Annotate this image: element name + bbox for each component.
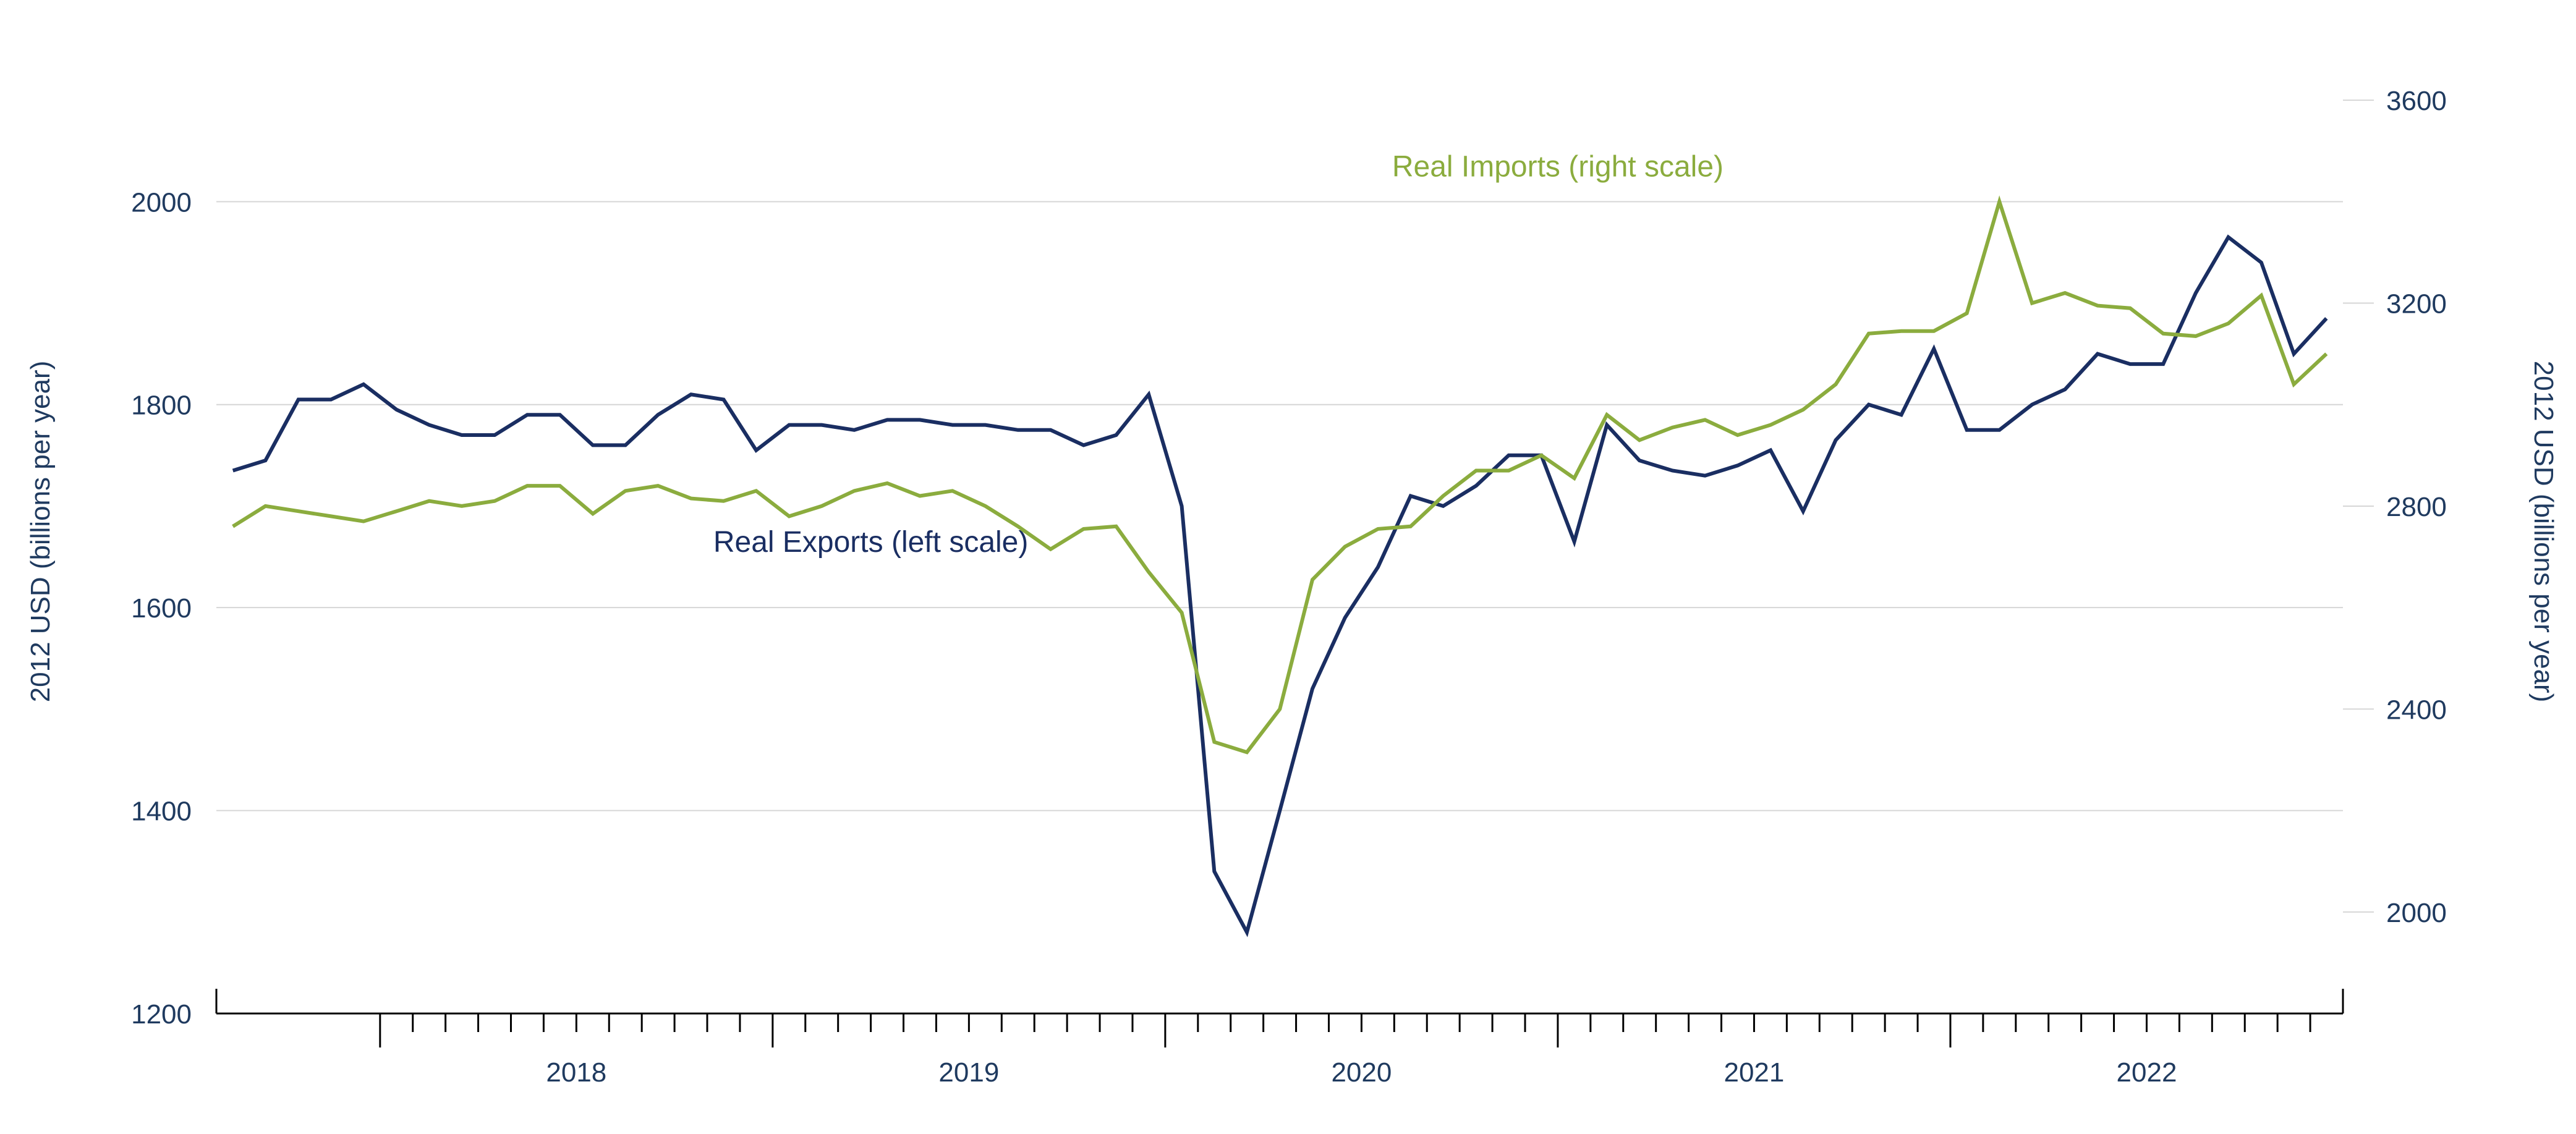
left-tick-label: 2000 [131, 187, 192, 218]
x-tick-label: 2018 [546, 1057, 606, 1088]
x-tick-label: 2020 [1331, 1057, 1392, 1088]
x-tick-label: 2022 [2117, 1057, 2177, 1088]
left-axis-label: 2012 USD (billions per year) [25, 361, 56, 703]
right-axis-label: 2012 USD (billions per year) [2528, 361, 2559, 703]
right-tick-label: 3600 [2386, 86, 2447, 116]
series-label-real_imports: Real Imports (right scale) [1392, 150, 1724, 183]
right-tick-label: 2400 [2386, 695, 2447, 725]
left-tick-label: 1800 [131, 391, 192, 421]
trade-chart: 2000 2400 2800 3200 3600 1200 1400 1600 1800 2000… [0, 0, 2576, 1134]
left-tick-label: 1400 [131, 797, 192, 827]
chart-svg: 2000 2400 2800 3200 3600 1200 1400 1600 1800 2000… [0, 0, 2576, 1134]
x-tick-label: 2019 [938, 1057, 999, 1088]
right-tick-label: 2000 [2386, 898, 2447, 928]
x-tick-label: 2021 [1724, 1057, 1784, 1088]
left-tick-label: 1600 [131, 593, 192, 624]
left-tick-label: 1200 [131, 999, 192, 1030]
series-line-real_imports [233, 201, 2327, 752]
series-label-real_exports: Real Exports (left scale) [713, 526, 1029, 559]
right-tick-label: 2800 [2386, 492, 2447, 522]
right-tick-label: 3200 [2386, 289, 2447, 319]
series-line-real_exports [233, 237, 2327, 933]
